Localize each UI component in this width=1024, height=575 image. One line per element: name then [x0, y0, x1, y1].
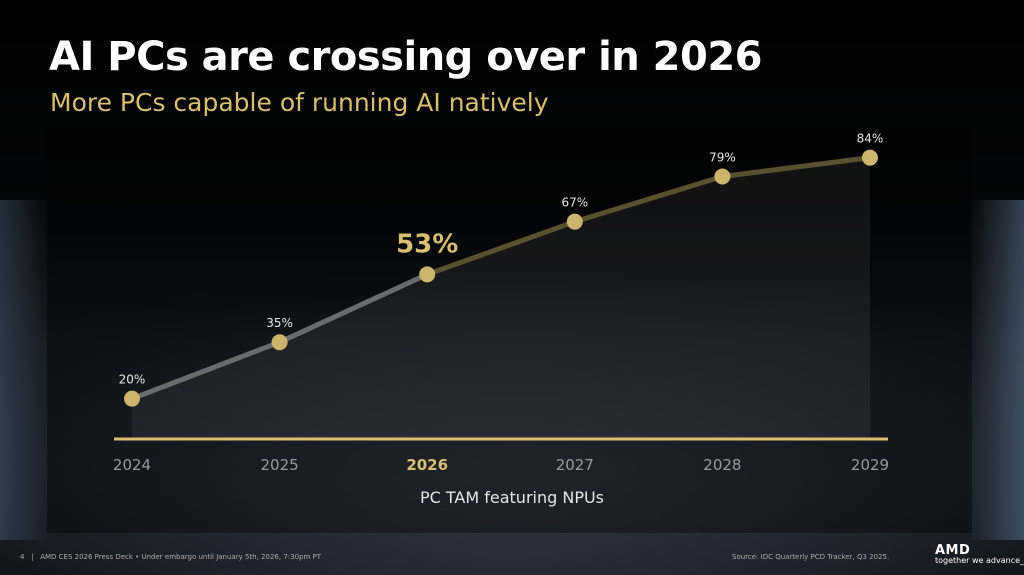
slide-title: AI PCs are crossing over in 2026: [49, 34, 763, 80]
earth-edge-right: [969, 200, 1024, 540]
data-point: [124, 390, 140, 407]
logo-brand: AMD: [935, 543, 971, 558]
data-point: [419, 266, 436, 283]
line-segment: [424, 219, 578, 277]
data-label: 35%: [266, 316, 293, 330]
amd-logo: AMD together we advance_: [935, 543, 1024, 565]
line-segment: [129, 339, 283, 402]
x-tick-label: 2027: [556, 456, 594, 474]
page-number: 4: [20, 553, 25, 561]
data-label: 20%: [119, 373, 146, 387]
source-note: Source: IDC Quarterly PCD Tracker, Q3 20…: [732, 553, 890, 561]
footer-divider: |: [26, 553, 38, 561]
logo-tagline: together we advance_: [935, 556, 1024, 565]
data-point: [566, 213, 583, 230]
data-point: [271, 334, 288, 351]
x-axis-title: PC TAM featuring NPUs: [419, 488, 605, 507]
line-segment: [572, 173, 725, 225]
line-segment: [719, 155, 873, 179]
data-label: 84%: [857, 132, 884, 146]
x-tick-label: 2026: [406, 456, 448, 474]
x-tick-label: 2024: [113, 456, 151, 474]
x-tick-label: 2025: [261, 456, 299, 474]
data-point: [862, 149, 878, 166]
x-tick-label: 2029: [851, 456, 889, 474]
footer-left: 4 | AMD CES 2026 Press Deck • Under emba…: [20, 553, 321, 561]
footer-notice: AMD CES 2026 Press Deck • Under embargo …: [40, 553, 322, 561]
x-tick-label: 2028: [703, 456, 741, 474]
line-segment: [277, 271, 430, 345]
data-label: 67%: [561, 196, 588, 210]
data-point: [714, 168, 731, 185]
data-label: 53%: [396, 229, 458, 259]
chart-panel: [47, 128, 972, 533]
area-fill: [132, 157, 870, 439]
earth-edge-left: [0, 200, 50, 540]
data-label: 79%: [709, 150, 736, 164]
slide-subtitle: More PCs capable of running AI natively: [50, 88, 549, 117]
